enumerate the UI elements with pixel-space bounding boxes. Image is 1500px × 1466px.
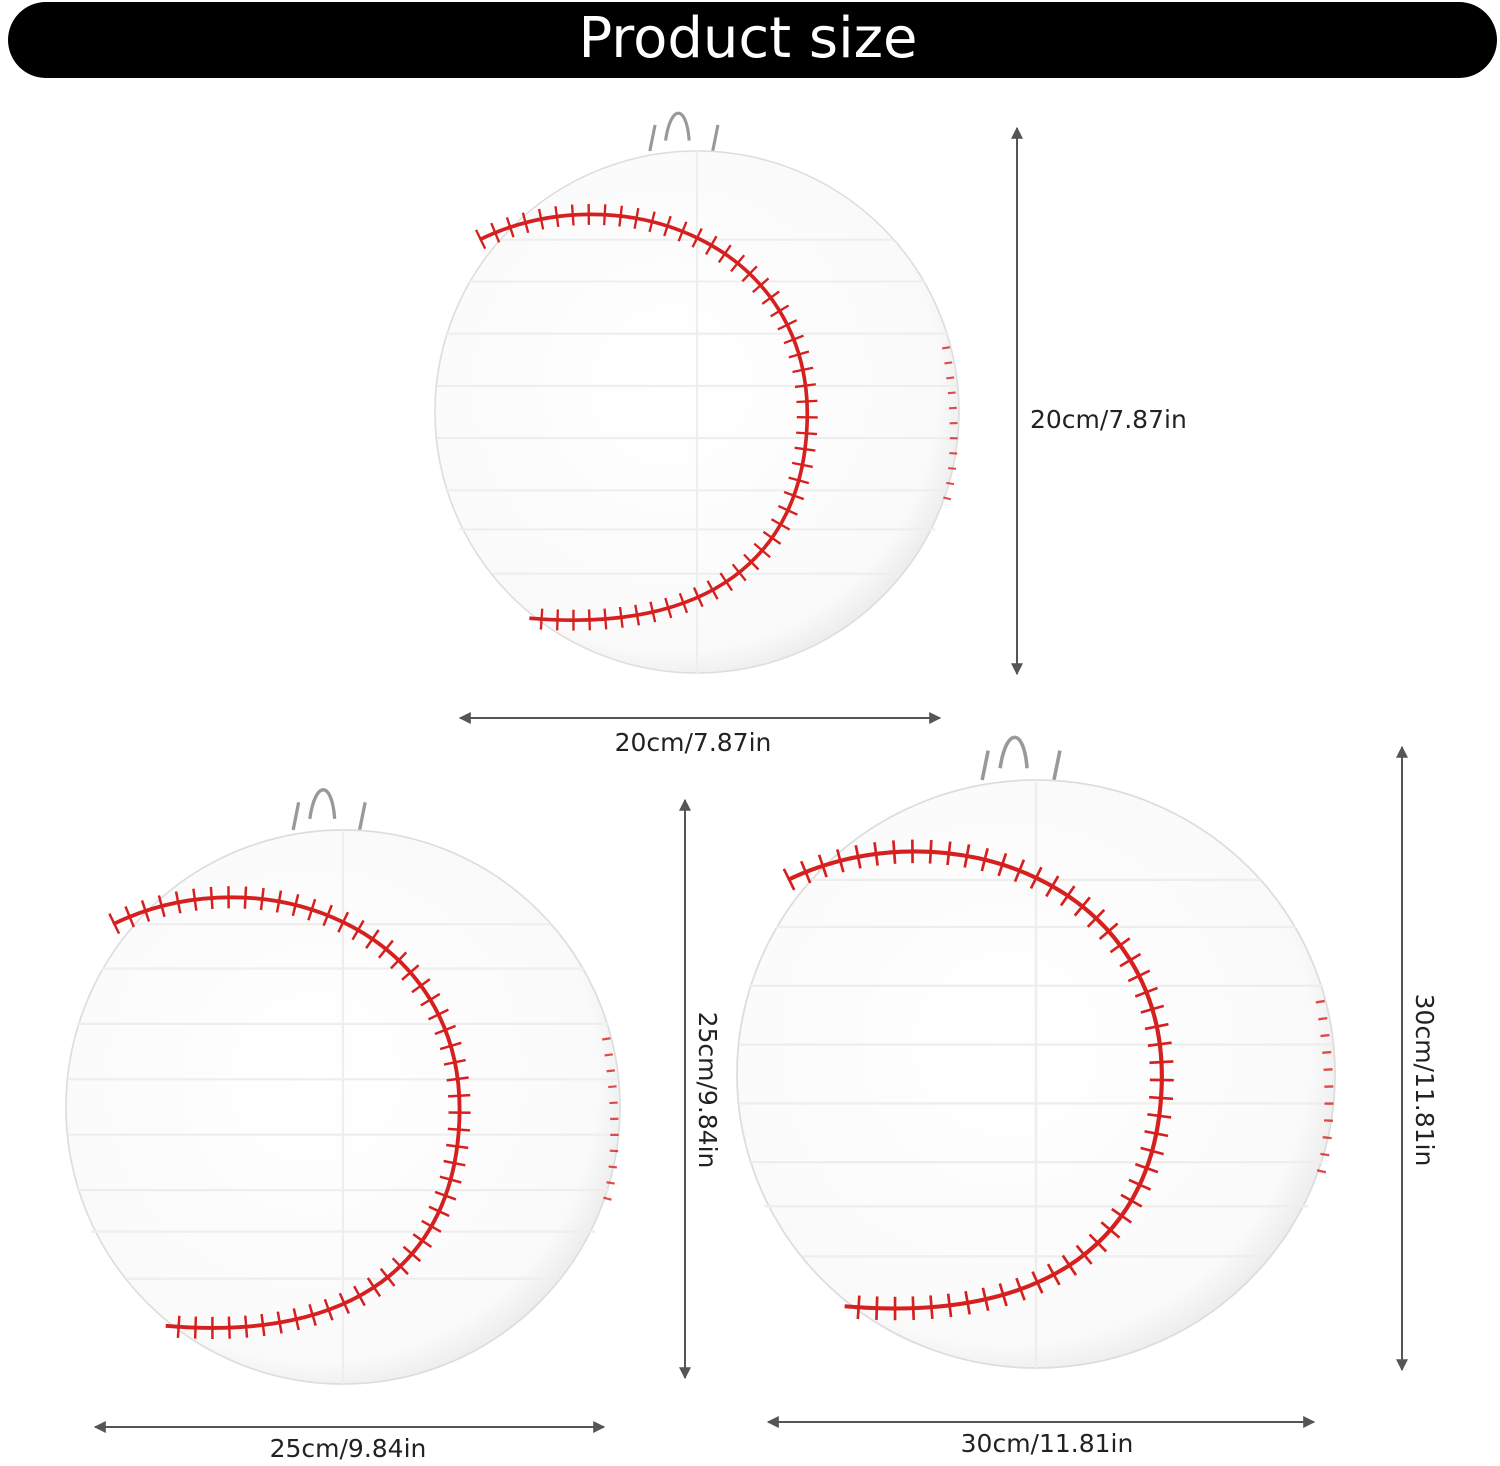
lantern-large	[737, 737, 1335, 1368]
lantern-medium	[66, 790, 620, 1384]
lantern-small	[435, 113, 959, 673]
header-title: Product size	[578, 6, 917, 71]
header-bar	[8, 2, 1497, 78]
width-label: 20cm/7.87in	[615, 728, 772, 757]
width-label: 25cm/9.84in	[270, 1434, 427, 1463]
height-label: 25cm/9.84in	[693, 1012, 722, 1169]
height-label: 20cm/7.87in	[1030, 405, 1187, 434]
height-label: 30cm/11.81in	[1410, 994, 1439, 1167]
width-label: 30cm/11.81in	[961, 1429, 1134, 1458]
